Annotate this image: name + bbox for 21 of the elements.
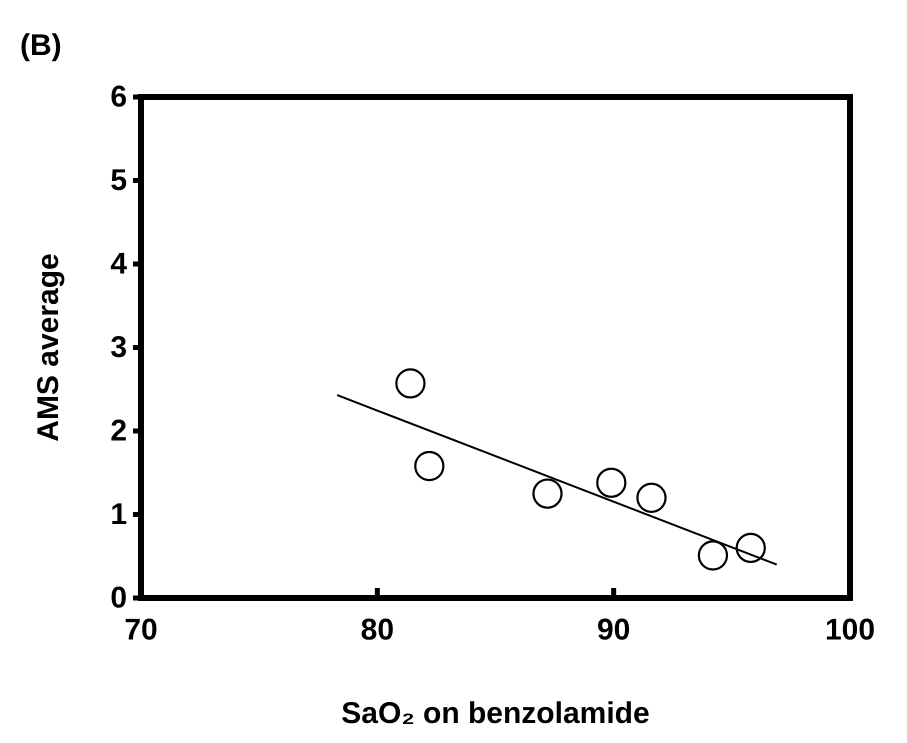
y-tick-label: 6	[110, 80, 127, 114]
y-tick-label: 3	[110, 331, 127, 364]
point	[532, 478, 563, 509]
point	[636, 482, 667, 513]
x-tick-label: 100	[824, 613, 876, 646]
y-tick-label: 0	[110, 582, 127, 615]
y-tick-label: 1	[110, 498, 127, 532]
point	[596, 468, 626, 498]
point	[698, 540, 728, 571]
point	[395, 368, 426, 399]
chart-title: (B)	[20, 29, 62, 62]
x-tick-label: 70	[124, 613, 158, 646]
x-tick-label: 90	[596, 613, 630, 646]
y-axis-title: AMS average	[32, 253, 65, 442]
y-tick-label: 4	[110, 248, 128, 281]
x-tick-label: 80	[360, 613, 394, 646]
x-axis-title: SaO₂ on benzolamide	[341, 697, 650, 730]
point	[736, 532, 766, 564]
point	[414, 450, 444, 482]
y-tick-label: 2	[110, 414, 127, 448]
y-tick-label: 5	[110, 164, 127, 198]
